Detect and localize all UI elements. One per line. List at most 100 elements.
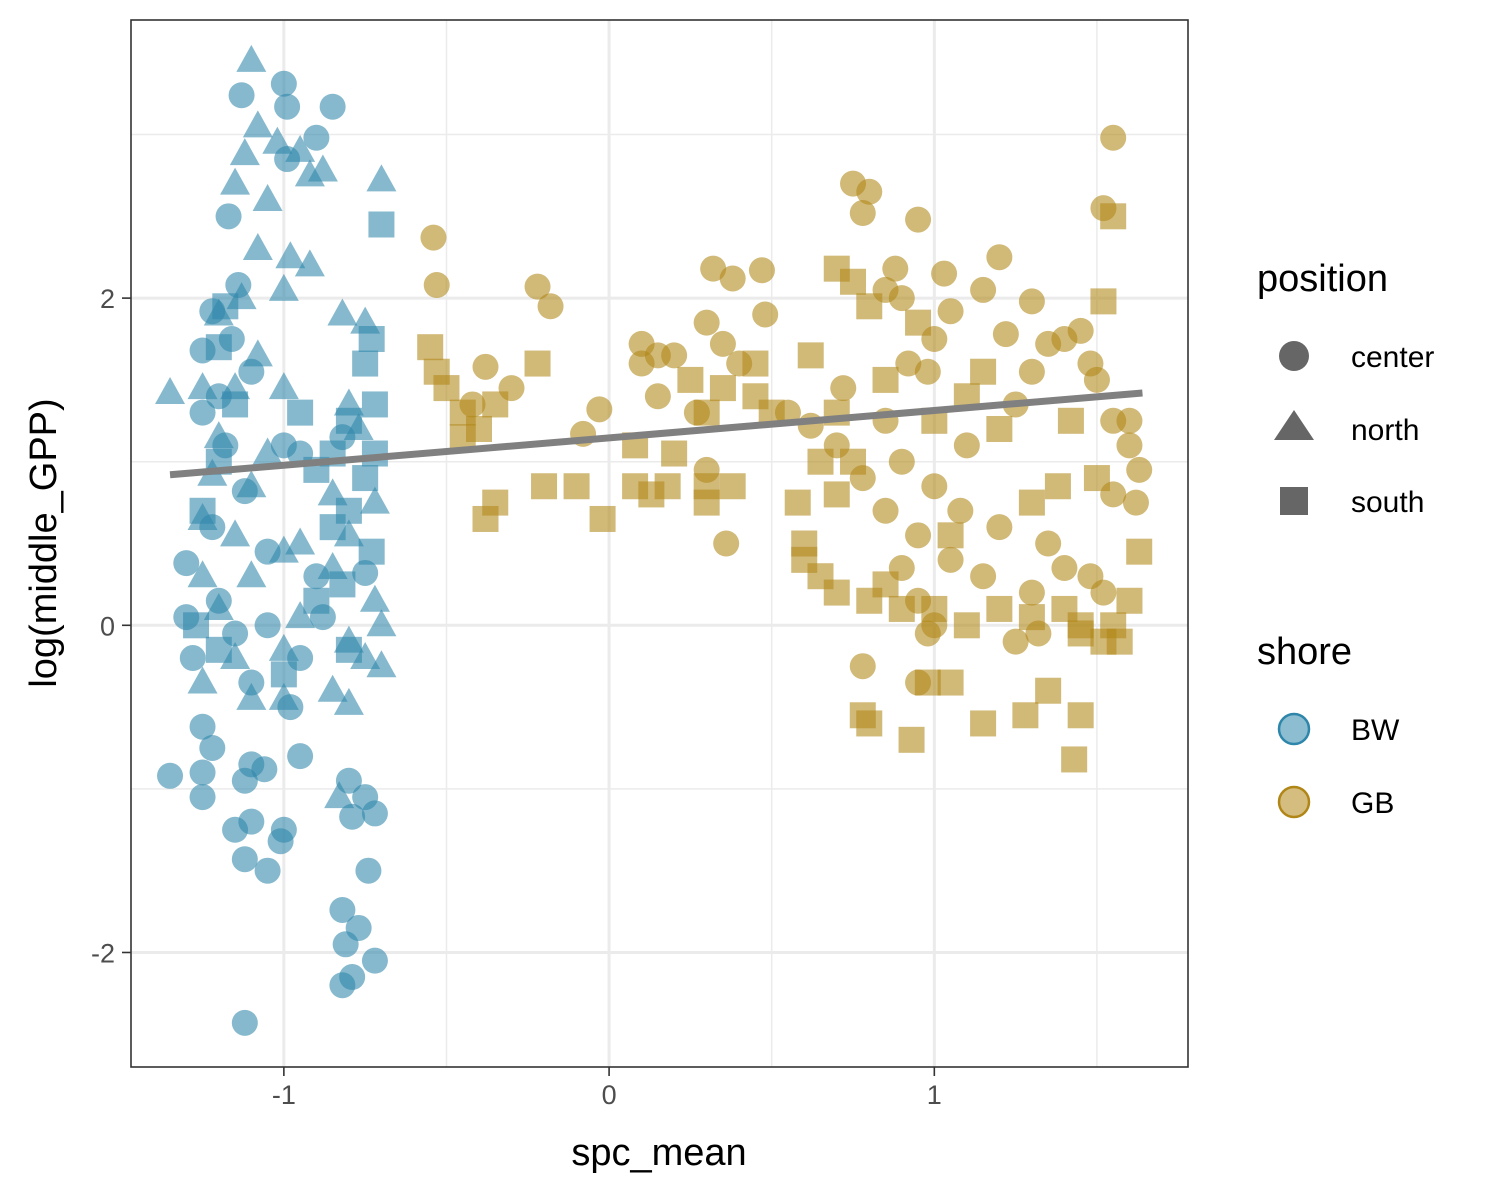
point-gb-south [524,350,551,377]
legend-key-center [1279,341,1309,371]
legend-shore: shore BW GB [1257,631,1400,820]
point-bw-north [187,560,218,588]
point-bw-north [366,164,397,192]
point-bw-center [189,713,216,740]
point-gb-south [970,710,997,737]
point-bw-north [268,633,299,661]
point-bw-north [187,666,218,694]
point-bw-center [254,857,281,884]
point-gb-center [719,265,746,292]
point-gb-south [589,505,616,532]
point-gb-south [784,489,811,516]
point-bw-center [355,857,382,884]
point-gb-center [524,273,551,300]
point-bw-north [359,584,390,612]
point-bw-south [368,211,395,238]
point-bw-north [242,233,273,261]
point-bw-center [361,947,388,974]
point-gb-center [986,244,1013,271]
point-gb-south [1126,538,1153,565]
point-bw-center [352,559,379,586]
point-gb-center [1122,489,1149,516]
point-bw-south [212,293,239,320]
point-gb-south [970,358,997,385]
point-bw-north [242,339,273,367]
plot-background [131,20,1188,1067]
point-bw-center [329,896,356,923]
point-gb-center [1083,366,1110,393]
point-gb-south [1057,407,1084,434]
legend-key-north [1274,410,1314,440]
point-bw-north [359,486,390,514]
point-gb-center [1116,407,1143,434]
point-gb-center [1035,530,1062,557]
point-gb-south [661,440,688,467]
point-bw-north [220,167,251,195]
point-gb-center [872,497,899,524]
point-bw-south [205,636,232,663]
point-gb-center [709,330,736,357]
point-bw-south [287,399,314,426]
point-bw-north [317,674,348,702]
point-bw-center [251,756,278,783]
point-gb-south [807,448,834,475]
point-gb-south [872,366,899,393]
point-gb-south [433,375,460,402]
point-gb-south [693,399,720,426]
point-bw-center [157,762,184,789]
point-bw-north [236,682,267,710]
point-bw-north [333,687,364,715]
point-gb-south [921,595,948,622]
point-bw-north [366,650,397,678]
point-bw-south [329,571,356,598]
point-bw-south [335,407,362,434]
legend-key-gb [1277,785,1311,819]
point-bw-center [189,399,216,426]
point-bw-north [155,376,186,404]
point-gb-south [872,571,899,598]
point-gb-south [563,473,590,500]
point-gb-south [693,489,720,516]
point-gb-center [1018,358,1045,385]
point-bw-center [361,800,388,827]
point-gb-south [823,579,850,606]
point-gb-center [1090,579,1117,606]
point-bw-south [358,326,385,353]
point-gb-center [1051,555,1078,582]
point-bw-center [228,82,255,109]
data-points [155,44,1153,1036]
point-gb-center [797,412,824,439]
point-bw-center [231,846,258,873]
point-bw-center [339,964,366,991]
point-bw-south [352,465,379,492]
point-gb-south [856,293,883,320]
legend-label-bw: BW [1351,714,1400,747]
point-gb-center [830,375,857,402]
point-gb-south [937,522,964,549]
trend-line [169,389,1143,479]
point-bw-north [324,781,355,809]
point-bw-center [238,669,265,696]
point-gb-center [586,396,613,423]
point-gb-south [856,710,883,737]
point-gb-south [1090,288,1117,315]
point-bw-center [287,743,314,770]
point-gb-center [921,473,948,500]
point-gb-south [417,334,444,361]
point-gb-south [449,424,476,451]
point-gb-south [654,473,681,500]
point-gb-center [947,497,974,524]
point-gb-center [953,432,980,459]
point-bw-north [252,437,283,465]
legend-position: position center north south [1257,258,1434,519]
point-gb-south [1100,203,1127,230]
point-bw-south [361,391,388,418]
point-gb-south [1012,702,1039,729]
legend-label-south: south [1351,486,1424,519]
legend-title-shore: shore [1257,631,1352,673]
point-bw-north [220,519,251,547]
point-bw-center [319,93,346,120]
point-bw-center [303,124,330,151]
point-gb-south [1061,746,1088,773]
point-bw-north [236,44,267,72]
